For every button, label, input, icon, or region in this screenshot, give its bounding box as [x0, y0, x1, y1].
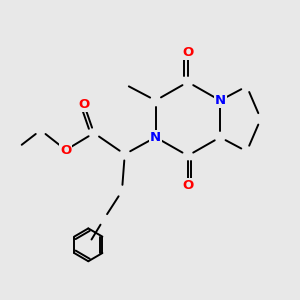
- Text: N: N: [214, 94, 226, 107]
- Text: O: O: [182, 46, 194, 59]
- Text: O: O: [79, 98, 90, 111]
- Text: O: O: [60, 143, 71, 157]
- Text: O: O: [182, 179, 194, 192]
- Text: N: N: [150, 131, 161, 144]
